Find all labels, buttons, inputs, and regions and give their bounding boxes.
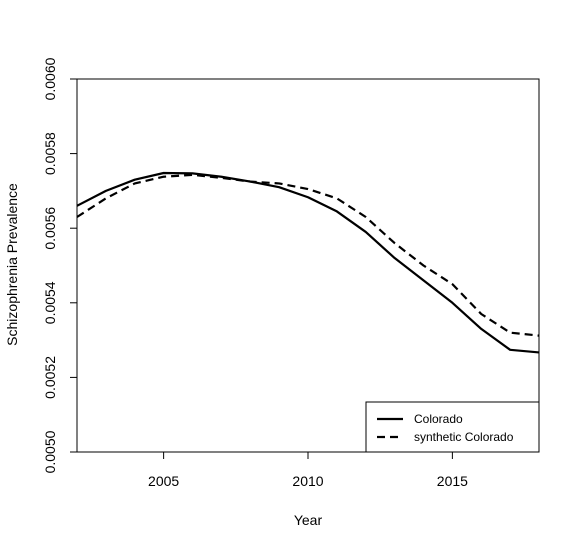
y-tick-label: 0.0054: [42, 281, 58, 324]
x-tick-label: 2015: [437, 473, 468, 489]
legend-box: [365, 401, 540, 453]
y-axis: 0.0050 0.0052 0.0054 0.0056 0.0058 0.0060: [42, 57, 77, 473]
legend-label: Colorado: [414, 412, 463, 426]
x-axis-title: Year: [294, 512, 323, 528]
y-tick-label: 0.0058: [42, 132, 58, 175]
series-line-colorado: [76, 171, 540, 354]
x-tick-label: 2005: [148, 473, 179, 489]
y-axis-title: Schizophrenia Prevalence: [4, 183, 20, 346]
series-line-synthetic-colorado: [76, 173, 540, 337]
y-tick-label: 0.0052: [42, 356, 58, 399]
plot-frame: [76, 78, 540, 453]
plot-area: [76, 171, 540, 354]
y-tick-label: 0.0056: [42, 207, 58, 250]
y-tick-label: 0.0060: [42, 57, 58, 100]
x-axis: 2005 2010 2015: [148, 452, 468, 489]
legend-label: synthetic Colorado: [414, 430, 514, 444]
legend: Colorado synthetic Colorado: [365, 401, 540, 453]
y-tick-label: 0.0050: [42, 430, 58, 473]
x-tick-label: 2010: [292, 473, 323, 489]
